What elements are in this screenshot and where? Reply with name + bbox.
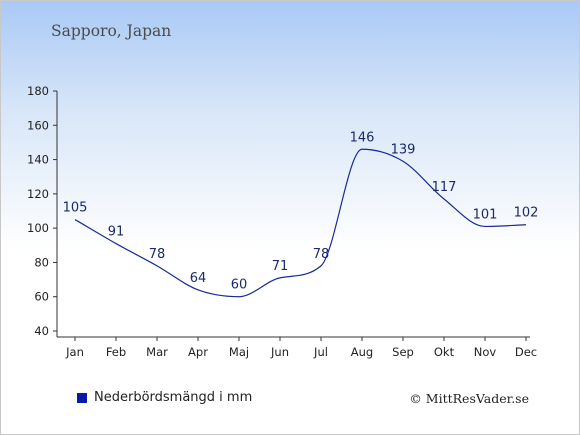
y-tick-label: 160 xyxy=(27,118,49,132)
x-tick-label: Apr xyxy=(188,345,208,359)
data-label: 78 xyxy=(313,247,330,262)
data-label: 64 xyxy=(190,271,207,286)
x-tick-label: Jun xyxy=(270,345,289,359)
x-tick-label: Mar xyxy=(146,345,168,359)
x-tick-label: Feb xyxy=(106,345,126,359)
data-label: 101 xyxy=(473,207,498,222)
y-tick-label: 60 xyxy=(34,290,49,304)
data-label: 60 xyxy=(231,278,248,293)
x-tick-label: Nov xyxy=(474,345,497,359)
x-tick-label: Sep xyxy=(392,345,414,359)
y-tick-label: 40 xyxy=(34,324,49,338)
legend-swatch xyxy=(77,392,87,403)
data-label: 117 xyxy=(432,180,457,195)
data-label: 71 xyxy=(272,259,289,274)
x-tick-label: Dec xyxy=(515,345,537,359)
data-label: 78 xyxy=(149,247,166,262)
data-label: 146 xyxy=(350,130,375,145)
legend-label: Nederbördsmängd i mm xyxy=(94,390,253,405)
location-title: Sapporo, Japan xyxy=(51,22,172,40)
data-label: 102 xyxy=(514,206,539,221)
y-tick-label: 100 xyxy=(27,221,49,235)
x-tick-label: Maj xyxy=(229,345,249,359)
y-tick-label: 140 xyxy=(27,153,49,167)
data-label: 139 xyxy=(391,142,416,157)
series-line xyxy=(74,148,527,298)
legend: Nederbördsmängd i mm xyxy=(77,390,252,405)
data-label: 91 xyxy=(108,225,125,240)
y-tick-label: 80 xyxy=(34,255,49,269)
y-tick-label: 120 xyxy=(27,187,49,201)
x-tick-label: Jan xyxy=(65,345,84,359)
y-tick-label: 180 xyxy=(27,84,49,98)
copyright-credit: © MittResVader.se xyxy=(409,391,529,406)
x-tick-label: Jul xyxy=(313,345,328,359)
x-tick-label: Okt xyxy=(434,345,455,359)
data-label: 105 xyxy=(63,201,88,216)
x-tick-label: Aug xyxy=(351,345,373,359)
